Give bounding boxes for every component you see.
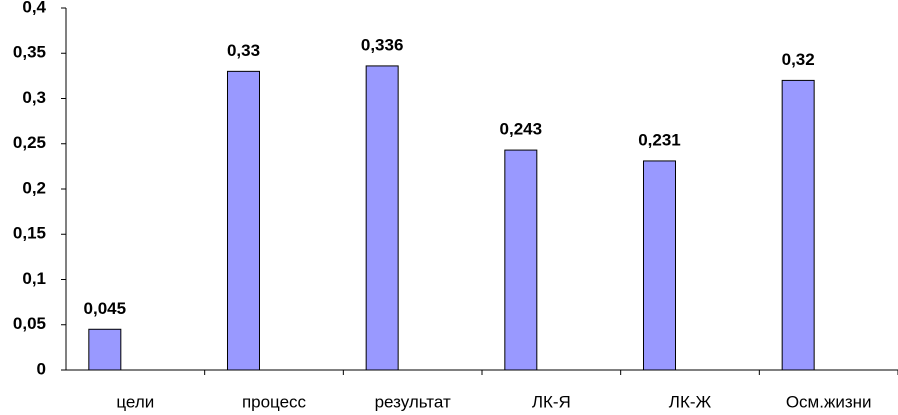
bar <box>781 79 815 371</box>
x-tick-label: результат <box>375 392 451 411</box>
x-tick-label: ЛК-Я <box>532 392 571 411</box>
y-tick-label: 0,2 <box>22 178 46 197</box>
x-tick-label: ЛК-Ж <box>669 392 712 411</box>
x-tick-label: Осм.жизни <box>786 392 872 411</box>
bar <box>642 160 676 371</box>
value-label: 0,336 <box>361 35 404 54</box>
y-tick-label: 0,4 <box>22 0 46 16</box>
y-tick-label: 0,15 <box>13 224 46 243</box>
value-label: 0,33 <box>227 41 260 60</box>
y-tick-label: 0,05 <box>13 314 46 333</box>
y-tick-label: 0,1 <box>22 269 46 288</box>
x-tick-label: цели <box>116 392 154 411</box>
bar <box>365 65 399 371</box>
y-tick-label: 0,3 <box>22 88 46 107</box>
value-label: 0,32 <box>782 50 815 69</box>
bar <box>504 149 538 371</box>
bar <box>226 70 260 371</box>
value-label: 0,045 <box>84 299 127 318</box>
y-tick-label: 0 <box>37 359 46 378</box>
y-tick-label: 0,35 <box>13 43 46 62</box>
x-tick-label: процесс <box>242 392 307 411</box>
bar <box>88 328 122 371</box>
value-label: 0,231 <box>638 130 681 149</box>
y-tick-label: 0,25 <box>13 133 46 152</box>
value-label: 0,243 <box>500 120 543 139</box>
